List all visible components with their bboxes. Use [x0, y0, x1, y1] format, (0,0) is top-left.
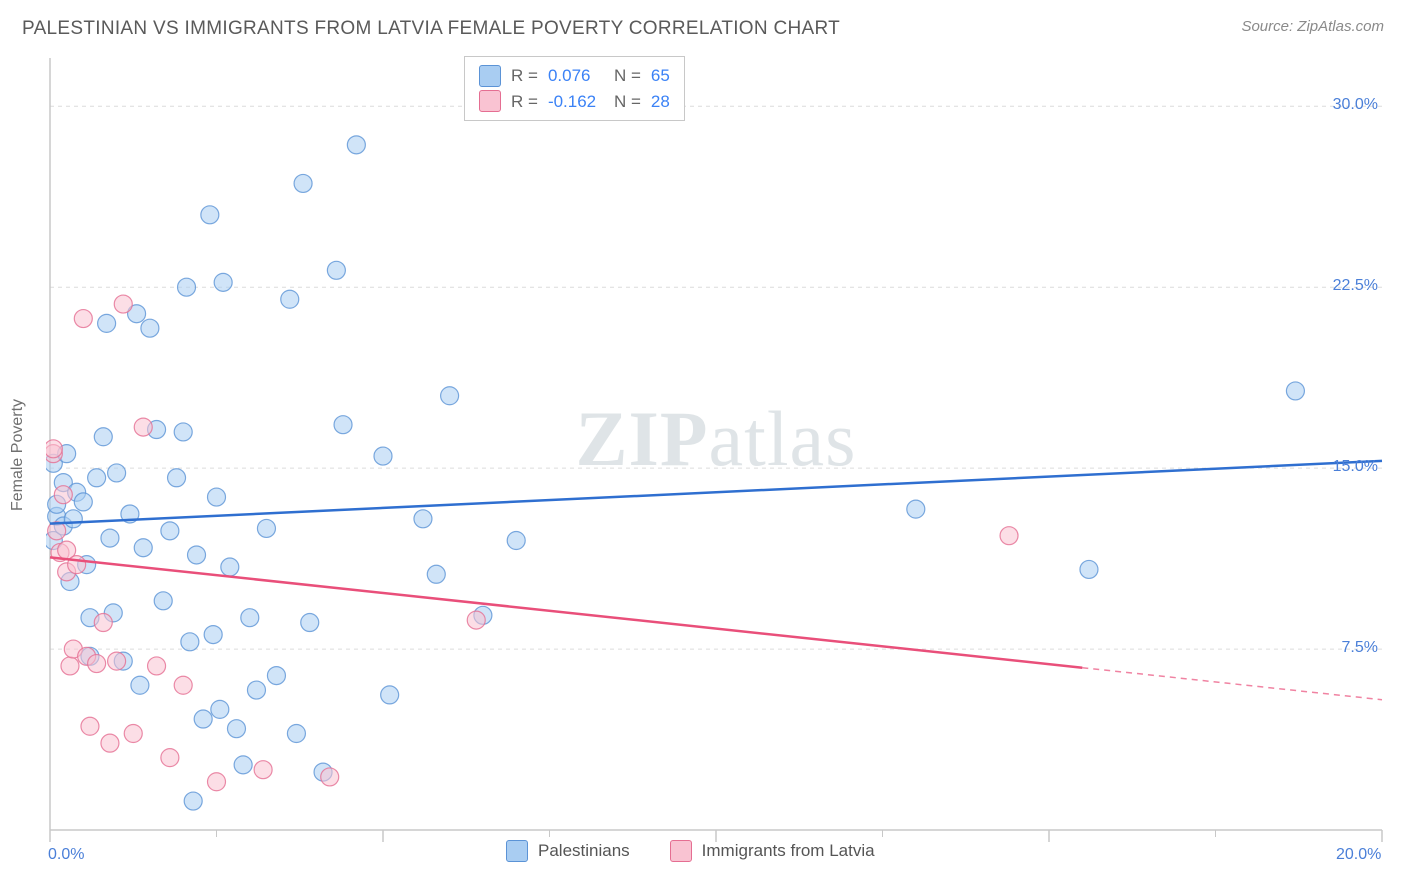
chart-area: Female Poverty ZIPatlas R = 0.076 N = 65… — [46, 50, 1386, 860]
y-tick: 15.0% — [1333, 458, 1378, 476]
chart-title: PALESTINIAN VS IMMIGRANTS FROM LATVIA FE… — [22, 18, 840, 40]
chart-source: Source: ZipAtlas.com — [1241, 18, 1384, 35]
swatch-icon — [670, 840, 692, 862]
swatch-icon — [506, 840, 528, 862]
y-tick: 30.0% — [1333, 96, 1378, 114]
y-tick: 22.5% — [1333, 277, 1378, 295]
x-tick: 0.0% — [48, 846, 84, 864]
x-tick: 20.0% — [1336, 846, 1381, 864]
swatch-icon — [479, 65, 501, 87]
legend-item-latvia: Immigrants from Latvia — [670, 840, 875, 862]
legend-row-latvia: R = -0.162 N = 28 — [479, 89, 670, 115]
legend-series: Palestinians Immigrants from Latvia — [506, 840, 875, 862]
swatch-icon — [479, 90, 501, 112]
y-axis-label: Female Poverty — [9, 399, 27, 511]
legend-item-palestinians: Palestinians — [506, 840, 630, 862]
legend-row-palestinians: R = 0.076 N = 65 — [479, 63, 670, 89]
chart-header: PALESTINIAN VS IMMIGRANTS FROM LATVIA FE… — [0, 0, 1406, 40]
legend-stats: R = 0.076 N = 65 R = -0.162 N = 28 — [464, 56, 685, 121]
y-tick: 7.5% — [1342, 639, 1378, 657]
scatter-plot — [46, 50, 1386, 860]
